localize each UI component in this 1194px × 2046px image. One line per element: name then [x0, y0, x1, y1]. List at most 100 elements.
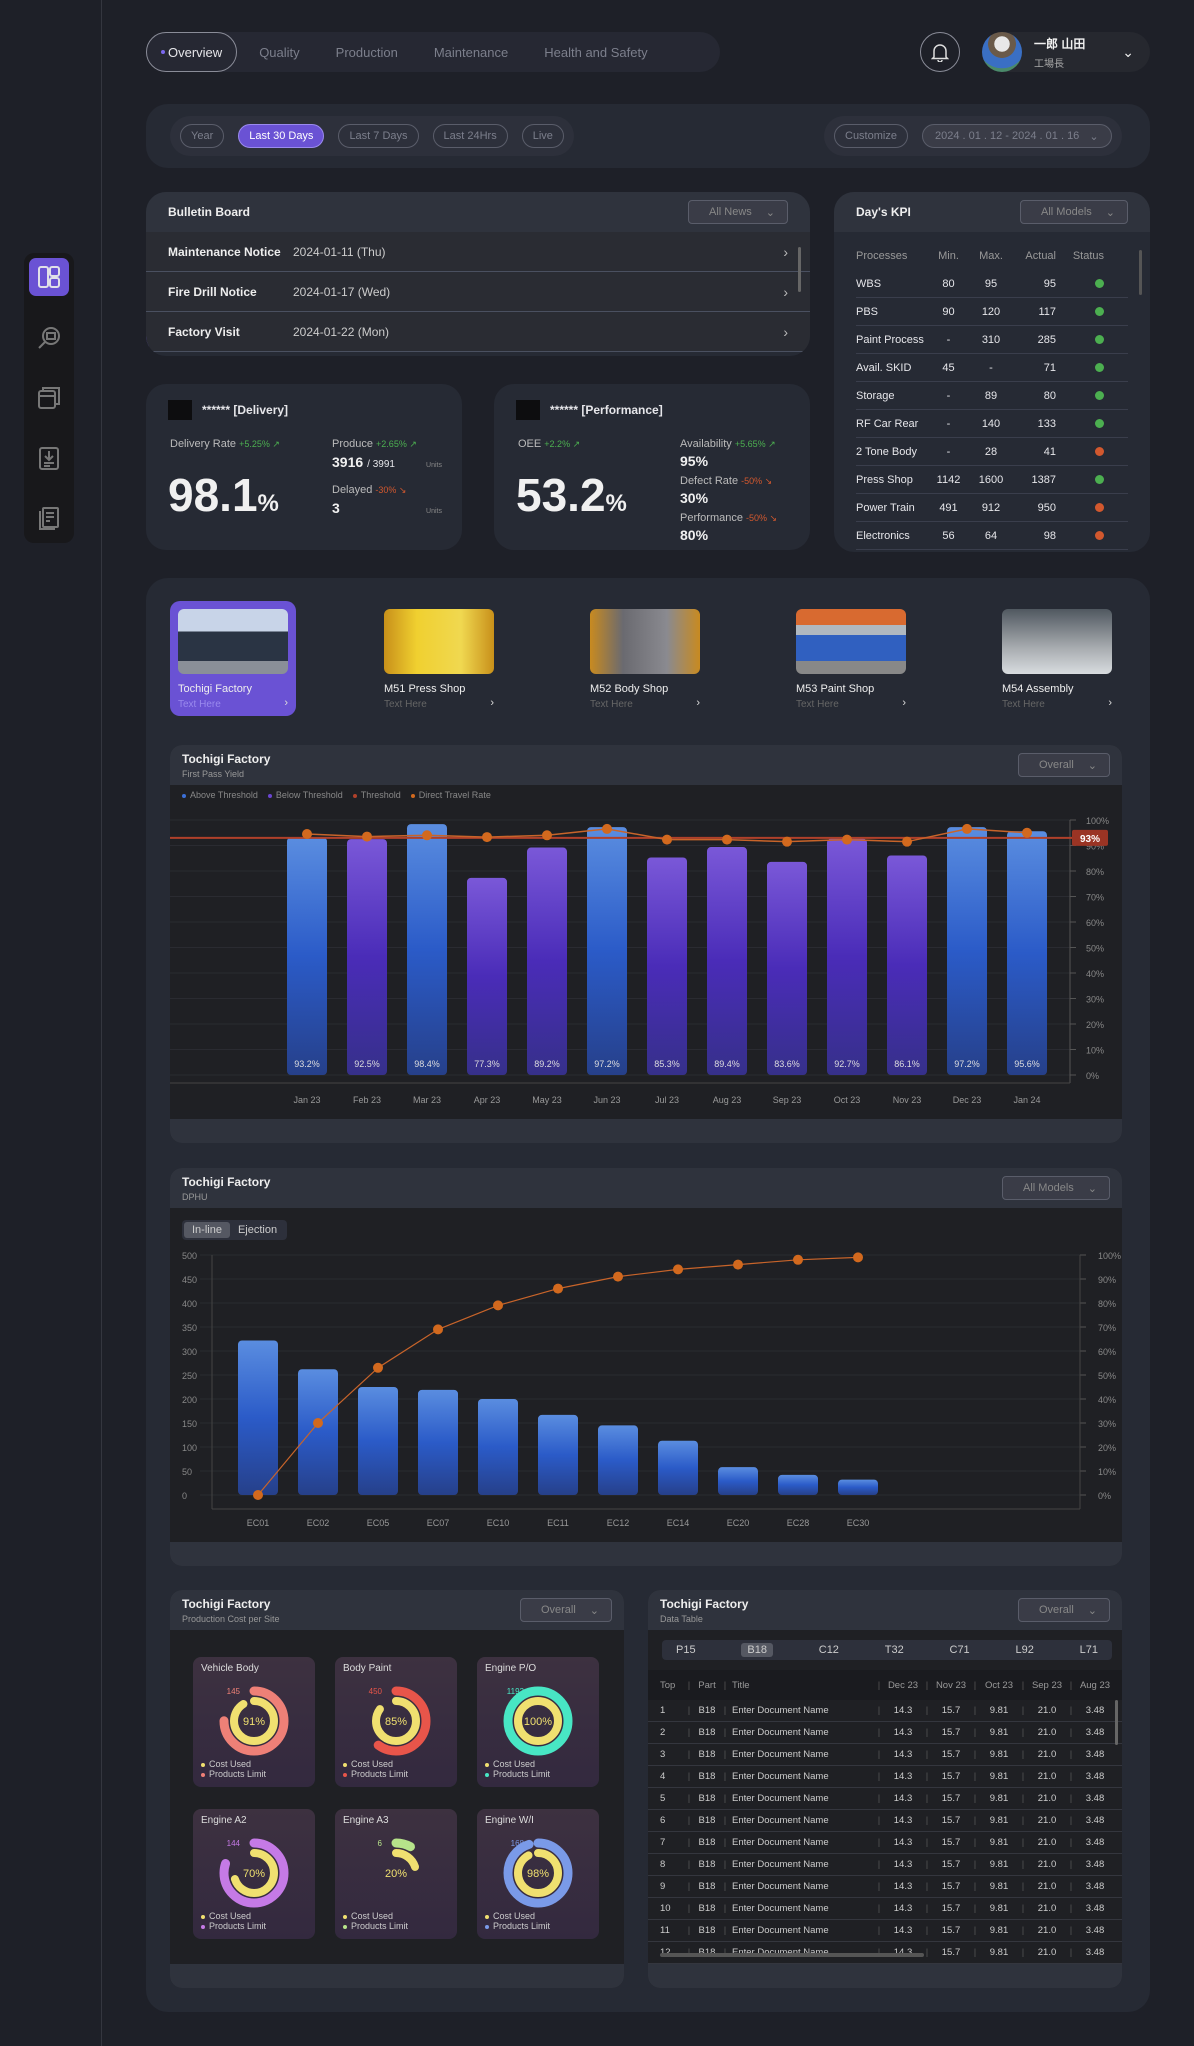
part-tab[interactable]: T32 [884, 1644, 904, 1656]
date-range-select[interactable]: 2024 . 01 . 12 - 2024 . 01 . 16 ⌄ [921, 124, 1112, 148]
cost-donut-card[interactable]: Engine A3 20% 6 Cost Used Products Limit [335, 1809, 457, 1939]
svg-text:EC12: EC12 [607, 1518, 630, 1528]
status-dot-icon [1095, 475, 1104, 484]
svg-text:Oct 23: Oct 23 [834, 1095, 861, 1105]
dphu-filter-dropdown[interactable]: All Models ⌄ [1002, 1176, 1110, 1200]
range-last-30-days[interactable]: Last 30 Days [238, 124, 325, 148]
range-last-7-days[interactable]: Last 7 Days [338, 124, 419, 148]
sidebar-item-documents[interactable] [29, 500, 69, 538]
tab-maintenance[interactable]: Maintenance [433, 44, 509, 60]
svg-text:Jan 23: Jan 23 [293, 1095, 320, 1105]
svg-text:Mar 23: Mar 23 [413, 1095, 441, 1105]
user-menu[interactable]: 一郎 山田 工場長 ⌄ [982, 32, 1150, 72]
table-h-scrollbar[interactable] [660, 1953, 924, 1957]
tab-health-safety[interactable]: Health and Safety [544, 44, 648, 60]
svg-text:Jul 23: Jul 23 [655, 1095, 679, 1105]
time-filter-bar: Year Last 30 Days Last 7 Days Last 24Hrs… [146, 104, 1150, 168]
cost-donut-card[interactable]: Body Paint 85% 450 Cost Used Products Limit [335, 1657, 457, 1787]
table-row[interactable]: 4 | B18 | Enter Document Name | 14.3 | 15.7 | 9.81… [648, 1766, 1122, 1788]
sidebar-item-inspect[interactable] [29, 318, 69, 356]
svg-text:20%: 20% [1098, 1443, 1116, 1453]
status-dot-icon [1095, 531, 1104, 540]
cost-filter-dropdown[interactable]: Overall ⌄ [519, 1598, 612, 1622]
models-filter-dropdown[interactable]: All Models ⌄ [1020, 200, 1128, 224]
part-tab[interactable]: C12 [818, 1644, 839, 1656]
table-filter-dropdown[interactable]: Overall ⌄ [1017, 1598, 1110, 1622]
sidebar-item-dashboard[interactable] [29, 258, 69, 297]
range-last-24hrs[interactable]: Last 24Hrs [432, 124, 508, 148]
fpy-filter-dropdown[interactable]: Overall ⌄ [1017, 753, 1110, 777]
cost-panel: Tochigi Factory Production Cost per Site … [170, 1590, 624, 1988]
bulletin-item[interactable]: Maintenance Notice 2024-01-11 (Thu) › [146, 232, 810, 272]
cost-donut-card[interactable]: Engine P/O 100% 1192 Cost Used Products Lim… [477, 1657, 599, 1787]
svg-text:97.2%: 97.2% [954, 1059, 980, 1069]
table-row[interactable]: 12|B18|Enter Document Name|14.3|15.7|9.8… [648, 1942, 1122, 1964]
table-v-scrollbar[interactable] [1115, 1700, 1118, 1745]
tab-production[interactable]: Production [335, 44, 398, 60]
table-row[interactable]: 8 | B18 | Enter Document Name | 14.3 | 15.7 | 9.81… [648, 1854, 1122, 1876]
table-row[interactable]: 6 | B18 | Enter Document Name | 14.3 | 15.7 | 9.81… [648, 1810, 1122, 1832]
part-tab[interactable]: B18 [741, 1643, 773, 1657]
sidebar-item-download[interactable] [29, 439, 69, 477]
cost-donut-card[interactable]: Engine A2 70% 144 Cost Used Products Limit [193, 1809, 315, 1939]
site-card[interactable]: M52 Body Shop Text Here › [582, 601, 708, 716]
svg-text:50%: 50% [1086, 944, 1104, 954]
cost-donut-card[interactable]: Vehicle Body 91% 145 Cost Used Products Lim… [193, 1657, 315, 1787]
sidebar-item-windows[interactable] [29, 379, 69, 417]
table-row[interactable]: 2 | B18 | Enter Document Name | 14.3 | 15.7 | 9.81… [648, 1722, 1122, 1744]
table-header-row: Top | Part | Title | Dec 23 | Nov 23 | Oct 23 | Sep … [648, 1670, 1122, 1700]
chevron-right-icon: › [783, 243, 788, 260]
svg-text:100%: 100% [1086, 816, 1109, 826]
table-row[interactable]: 7 | B18 | Enter Document Name | 14.3 | 15.7 | 9.81… [648, 1832, 1122, 1854]
svg-text:70%: 70% [243, 1868, 265, 1880]
kpi-scrollbar[interactable] [1139, 250, 1142, 295]
part-tab[interactable]: C71 [949, 1644, 970, 1656]
site-card[interactable]: M51 Press Shop Text Here › [376, 601, 502, 716]
site-image [384, 609, 494, 674]
toggle-ejection[interactable]: Ejection [237, 1224, 278, 1236]
kpi-row: Electronics 56 64 98 [856, 522, 1128, 550]
bulletin-item[interactable]: Factory Visit 2024-01-22 (Mon) › [146, 312, 810, 352]
kpi-table: Processes Min. Max. Actual Status WBS 80 95 95 P… [834, 232, 1150, 550]
bulletin-item[interactable]: Fire Drill Notice 2024-01-17 (Wed) › [146, 272, 810, 312]
kpi-row: Avail. SKID 45-71 [856, 354, 1128, 382]
tab-quality[interactable]: Quality [259, 44, 300, 60]
part-tab[interactable]: L71 [1079, 1644, 1098, 1656]
sidebar-divider [101, 0, 102, 2046]
site-card[interactable]: Tochigi Factory Text Here › [170, 601, 296, 716]
site-card[interactable]: M53 Paint Shop Text Here › [788, 601, 914, 716]
svg-text:60%: 60% [1098, 1347, 1116, 1357]
svg-text:168: 168 [511, 1839, 525, 1848]
site-card[interactable]: M54 Assembly Text Here › [994, 601, 1120, 716]
bulletin-scrollbar[interactable] [798, 247, 801, 292]
table-row[interactable]: 11 | B18 | Enter Document Name | 14.3 | 15.7 | 9.8… [648, 1920, 1122, 1942]
svg-text:EC01: EC01 [247, 1518, 270, 1528]
svg-text:0%: 0% [1086, 1071, 1099, 1081]
svg-text:10%: 10% [1086, 1046, 1104, 1056]
notifications-button[interactable] [920, 32, 960, 72]
svg-text:80%: 80% [1086, 867, 1104, 877]
status-dot-icon [1095, 335, 1104, 344]
range-live[interactable]: Live [521, 124, 564, 148]
table-row[interactable]: 5 | B18 | Enter Document Name | 14.3 | 15.7 | 9.81… [648, 1788, 1122, 1810]
toggle-inline[interactable]: In-line [184, 1222, 230, 1238]
status-dot-icon [1095, 307, 1104, 316]
range-year[interactable]: Year [180, 124, 225, 148]
table-row[interactable]: 9 | B18 | Enter Document Name | 14.3 | 15.7 | 9.81… [648, 1876, 1122, 1898]
svg-text:145: 145 [227, 1687, 241, 1696]
news-filter-dropdown[interactable]: All News ⌄ [687, 200, 788, 224]
table-row[interactable]: 3 | B18 | Enter Document Name | 14.3 | 15.7 | 9.81… [648, 1744, 1122, 1766]
cost-donut-card[interactable]: Engine W/I 98% 168 Cost Used Products Limit [477, 1809, 599, 1939]
table-row[interactable]: 10 | B18 | Enter Document Name | 14.3 | 15.7 | 9.8… [648, 1898, 1122, 1920]
sidebar [24, 253, 74, 543]
svg-text:Dec 23: Dec 23 [953, 1095, 982, 1105]
table-row[interactable]: 1 | B18 | Enter Document Name | 14.3 | 15.7 | 9.81… [648, 1700, 1122, 1722]
user-name: 一郎 山田 [1034, 36, 1086, 51]
svg-text:30%: 30% [1086, 995, 1104, 1005]
tab-overview[interactable]: Overview [146, 32, 238, 72]
donut-legend: Cost Used Products Limit [201, 1911, 266, 1931]
part-tab[interactable]: L92 [1015, 1644, 1034, 1656]
chevron-right-icon: › [490, 697, 494, 709]
part-tab[interactable]: P15 [676, 1644, 696, 1656]
customize-button[interactable]: Customize [834, 124, 908, 148]
